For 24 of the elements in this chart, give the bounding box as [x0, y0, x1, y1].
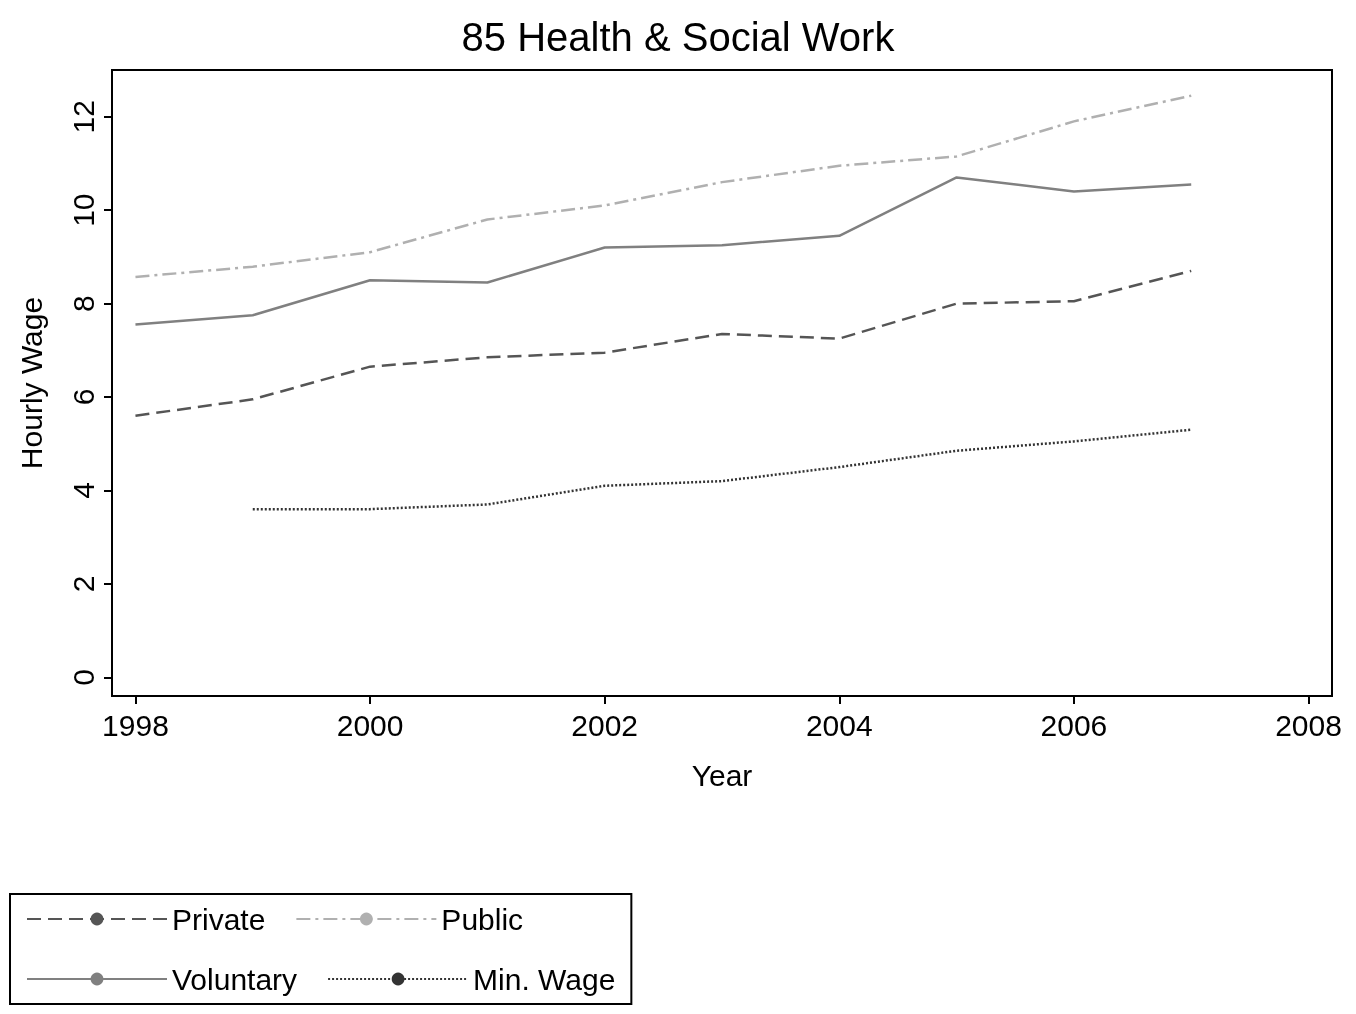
x-tick-label: 2008 — [1275, 708, 1342, 742]
y-tick-label: 2 — [66, 575, 100, 593]
y-tick-label: 4 — [66, 482, 100, 499]
chart-title: 85 Health & Social Work — [461, 15, 896, 59]
y-tick-label: 8 — [66, 295, 100, 312]
y-axis-title: Hourly Wage — [14, 296, 48, 470]
legend-label: Public — [441, 902, 524, 936]
legend-label: Private — [172, 902, 266, 936]
line-series — [251, 428, 1193, 511]
line-series — [134, 269, 1193, 417]
x-tick-label: 2006 — [1040, 708, 1108, 742]
x-tick-label: 2000 — [336, 708, 404, 742]
x-axis-title: Year — [691, 758, 753, 792]
x-tick-label: 1998 — [102, 708, 169, 742]
legend-label: Voluntary — [172, 962, 298, 996]
legend-label: Min. Wage — [473, 962, 616, 996]
x-tick-label: 2002 — [571, 708, 639, 742]
y-tick-label: 6 — [66, 388, 100, 406]
line-series — [134, 94, 1193, 279]
y-tick-label: 12 — [66, 100, 100, 134]
x-tick-label: 2004 — [805, 708, 873, 742]
y-tick-label: 10 — [66, 193, 100, 227]
y-tick-label: 0 — [66, 668, 100, 686]
line-series — [134, 176, 1193, 326]
